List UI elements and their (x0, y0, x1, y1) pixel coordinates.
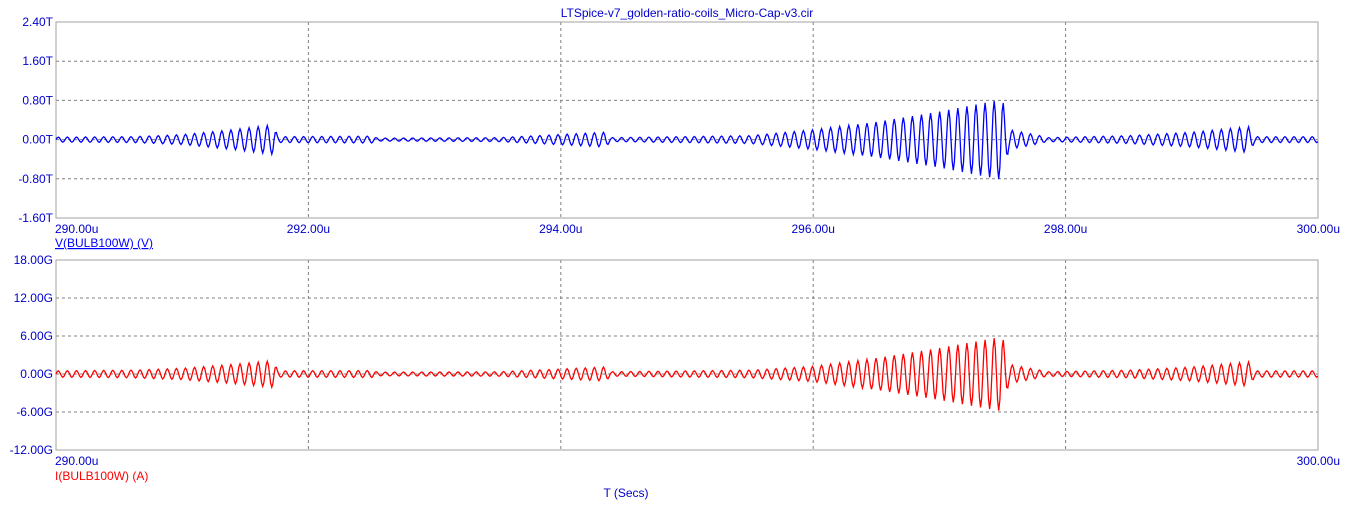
y-tick-label: 12.00G (14, 291, 53, 305)
y-tick-label: 0.00T (22, 133, 53, 147)
x-tick-label: 292.00u (287, 222, 330, 236)
y-tick-label: 0.00G (20, 367, 53, 381)
x-axis-title: T (Secs) (603, 486, 648, 500)
x-tick-label: 290.00u (55, 222, 98, 236)
y-tick-label: -1.60T (18, 211, 53, 225)
y-tick-label: 18.00G (14, 253, 53, 267)
x-tick-label: 300.00u (1297, 222, 1340, 236)
voltage-trace (55, 100, 1319, 180)
y-tick-label: 1.60T (22, 54, 53, 68)
x-tick-label: 294.00u (539, 222, 582, 236)
y-tick-label: 6.00G (20, 329, 53, 343)
trace-label: V(BULB100W) (V) (55, 236, 153, 250)
y-tick-label: -0.80T (18, 172, 53, 186)
x-tick-label: 300.00u (1297, 454, 1340, 468)
plot-frame (55, 21, 1319, 219)
current-panel: 18.00G 12.00G 6.00G 0.00G -6.00G -12.00G290.0… (10, 253, 1340, 483)
current-trace (55, 338, 1319, 411)
y-tick-label: -12.00G (10, 443, 53, 457)
y-tick-label: 0.80T (22, 93, 53, 107)
trace-label: I(BULB100W) (A) (55, 469, 148, 483)
y-tick-label: 2.40T (22, 15, 53, 29)
y-tick-label: -6.00G (16, 405, 53, 419)
x-tick-label: 298.00u (1044, 222, 1087, 236)
x-tick-label: 296.00u (792, 222, 835, 236)
x-tick-label: 290.00u (55, 454, 98, 468)
plot-frame (55, 259, 1319, 451)
plot-title: LTSpice-v7_golden-ratio-coils_Micro-Cap-… (561, 6, 814, 20)
